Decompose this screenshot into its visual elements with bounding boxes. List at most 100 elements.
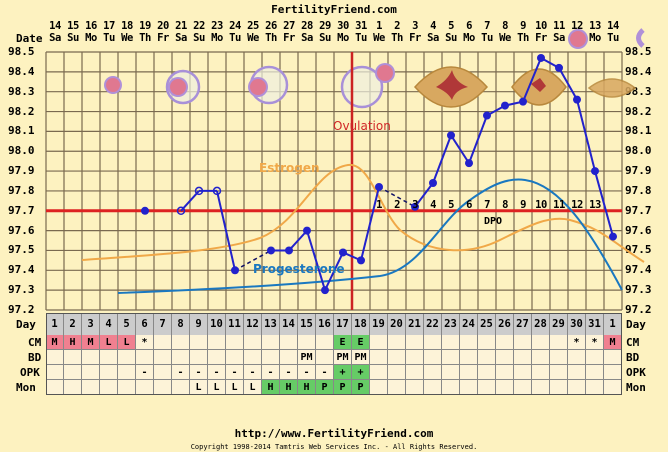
table-cell-bd: PM (352, 350, 370, 365)
bbt-point (429, 178, 437, 187)
footer-url[interactable]: http://www.FertilityFriend.com (234, 427, 434, 440)
table-cell-cm: E (334, 335, 352, 350)
y-tick-label: 97.4 (625, 263, 652, 277)
bbt-point (573, 95, 581, 104)
bbt-point-open (176, 206, 186, 216)
bbt-point (285, 246, 293, 255)
date-number: 31 (355, 20, 367, 32)
table-cell-cm (316, 335, 334, 350)
table-cell-bd (388, 350, 406, 365)
day-cell: 6 (136, 313, 154, 335)
progesterone-label: Progesterone (253, 262, 345, 276)
weekday: Mo (463, 32, 475, 44)
day-cell: 13 (262, 313, 280, 335)
bbt-line-segment (432, 135, 452, 184)
date-number: 4 (430, 20, 436, 32)
dpo-number: 9 (520, 199, 526, 211)
y-tick-label: 98.0 (8, 144, 35, 158)
table-cell-cm: * (136, 335, 154, 350)
bbt-point (321, 286, 329, 295)
y-tick-label: 97.7 (625, 203, 652, 217)
date-number: 22 (193, 20, 205, 32)
table-cell-opk (406, 365, 424, 380)
weekday: We (247, 32, 259, 44)
table-cell-bd (46, 350, 64, 365)
y-tick-label: 97.8 (625, 183, 652, 197)
weekday: Tu (103, 32, 115, 44)
row-label-cm: CM (28, 336, 42, 349)
day-cell: 29 (550, 313, 568, 335)
date-number: 7 (484, 20, 490, 32)
date-number: 17 (103, 20, 115, 32)
date-number: 29 (319, 20, 331, 32)
table-cell-cm (478, 335, 496, 350)
table-cell-opk: - (280, 365, 298, 380)
table-cell-bd (586, 350, 604, 365)
table-cell-opk (118, 365, 136, 380)
table-cell-cm (442, 335, 460, 350)
day-cell: 9 (190, 313, 208, 335)
table-cell-bd (532, 350, 550, 365)
date-number: 3 (412, 20, 418, 32)
table-cell-bd (316, 350, 334, 365)
weekday: We (499, 32, 511, 44)
day-cell: 30 (568, 313, 586, 335)
weekday: Sa (301, 32, 313, 44)
table-cell-opk: - (226, 365, 244, 380)
bbt-point (465, 159, 473, 168)
table-cell-bd (226, 350, 244, 365)
table-cell-opk (46, 365, 64, 380)
weekday: Fr (409, 32, 421, 44)
weekday: Tu (481, 32, 493, 44)
dpo-number: 10 (535, 199, 547, 211)
weekday: Sa (49, 32, 61, 44)
table-cell-cm: * (586, 335, 604, 350)
bbt-point (537, 53, 545, 62)
table-cell-opk: + (334, 365, 352, 380)
row-label-mon: Mon (626, 381, 646, 394)
y-tick-label: 97.2 (8, 303, 35, 316)
dpo-number: 12 (571, 199, 583, 211)
table-cell-opk (514, 365, 532, 380)
table-cell-opk (64, 365, 82, 380)
y-tick-label: 97.9 (8, 164, 35, 178)
row-label-cm: CM (626, 336, 640, 349)
table-cell-bd: PM (334, 350, 352, 365)
table-cell-opk: - (244, 365, 262, 380)
day-cell: 12 (244, 313, 262, 335)
table-cell-cm: * (568, 335, 586, 350)
table-cell-bd (262, 350, 280, 365)
table-cell-bd (244, 350, 262, 365)
bbt-point (375, 182, 383, 191)
day-cell: 31 (586, 313, 604, 335)
bbt-point (339, 248, 347, 257)
date-number: 16 (85, 20, 97, 32)
weekday: Mo (85, 32, 97, 44)
row-label-bd: BD (626, 351, 640, 364)
bbt-line-segment (414, 182, 434, 208)
bbt-point (519, 97, 527, 106)
table-cell-bd (100, 350, 118, 365)
weekday: Fr (283, 32, 295, 44)
y-tick-label: 97.4 (8, 263, 35, 277)
table-cell-cm: M (82, 335, 100, 350)
date-number: 14 (49, 20, 61, 32)
table-cell-opk (154, 365, 172, 380)
date-number: 5 (448, 20, 454, 32)
date-number: 8 (502, 20, 508, 32)
table-cell-cm (172, 335, 190, 350)
weekday: Sa (427, 32, 439, 44)
table-cell-cm (496, 335, 514, 350)
date-number: 10 (535, 20, 547, 32)
table-cell-opk (550, 365, 568, 380)
table-cell-bd (136, 350, 154, 365)
bbt-point (231, 266, 239, 275)
egg-icon (570, 31, 586, 47)
table-cell-cm (190, 335, 208, 350)
dpo-number: 1 (376, 199, 382, 211)
egg-icon (250, 79, 266, 95)
table-cell-opk (82, 365, 100, 380)
date-number: 24 (229, 20, 241, 32)
table-cell-cm (298, 335, 316, 350)
day-row (46, 313, 622, 335)
